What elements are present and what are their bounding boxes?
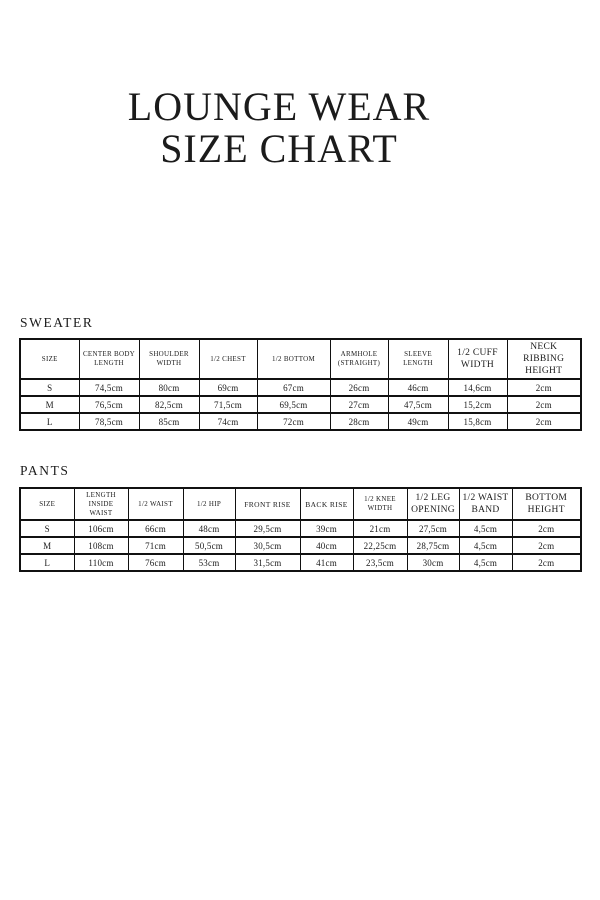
table-row: S 106cm 66cm 48cm 29,5cm 39cm 21cm 27,5cm 4,5cm 2… [19,519,582,538]
column-header: CENTER BODY LENGTH [78,338,140,380]
size-cell: L [19,553,75,572]
column-header: BOTTOM HEIGHT [511,487,582,521]
measurement-cell: 2cm [511,536,582,555]
table-row: L 110cm 76cm 53cm 31,5cm 41cm 23,5cm 30cm 4,5cm 2… [19,553,582,572]
measurement-cell: 2cm [506,412,582,431]
table-row: M 76,5cm 82,5cm 71,5cm 69,5cm 27cm 47,5cm 15,2c… [19,395,582,414]
header-row: SIZE CENTER BODY LENGTH SHOULDER WIDTH 1/2 … [19,338,582,380]
measurement-cell: 41cm [299,553,354,572]
column-header: SIZE [19,338,80,380]
size-cell: M [19,395,80,414]
measurement-cell: 46cm [387,378,449,397]
measurement-cell: 50,5cm [182,536,236,555]
measurement-cell: 76,5cm [78,395,140,414]
measurement-cell: 4,5cm [458,519,513,538]
column-header: ARMHOLE (STRAIGHT) [329,338,389,380]
measurement-cell: 74cm [198,412,258,431]
measurement-cell: 66cm [127,519,184,538]
column-header: SHOULDER WIDTH [138,338,200,380]
measurement-cell: 108cm [73,536,129,555]
table-row: L 78,5cm 85cm 74cm 72cm 28cm 49cm 15,8cm 2cm [19,412,582,431]
measurement-cell: 67cm [256,378,331,397]
column-header: 1/2 CUFF WIDTH [447,338,508,380]
measurement-cell: 74,5cm [78,378,140,397]
measurement-cell: 28,75cm [406,536,460,555]
measurement-cell: 15,8cm [447,412,508,431]
measurement-cell: 76cm [127,553,184,572]
column-header: SLEEVE LENGTH [387,338,449,380]
page-title-line2: SIZE CHART [160,126,398,171]
measurement-cell: 31,5cm [234,553,301,572]
size-cell: S [19,519,75,538]
measurement-cell: 2cm [506,395,582,414]
pants-size-table: SIZE LENGTH INSIDE WAIST 1/2 WAIST 1/2 HIP F… [19,487,582,572]
column-header: 1/2 WAIST [127,487,184,521]
measurement-cell: 4,5cm [458,553,513,572]
measurement-cell: 82,5cm [138,395,200,414]
measurement-cell: 2cm [506,378,582,397]
measurement-cell: 15,2cm [447,395,508,414]
column-header: SIZE [19,487,75,521]
pants-section-heading: PANTS [20,463,70,478]
measurement-cell: 78,5cm [78,412,140,431]
measurement-cell: 53cm [182,553,236,572]
measurement-cell: 30cm [406,553,460,572]
column-header: 1/2 BOTTOM [256,338,331,380]
size-cell: M [19,536,75,555]
measurement-cell: 71cm [127,536,184,555]
page-title-line1: LOUNGE WEAR [127,84,431,129]
column-header: LENGTH INSIDE WAIST [73,487,129,521]
measurement-cell: 23,5cm [352,553,408,572]
measurement-cell: 28cm [329,412,389,431]
measurement-cell: 39cm [299,519,354,538]
measurement-cell: 2cm [511,553,582,572]
header-row: SIZE LENGTH INSIDE WAIST 1/2 WAIST 1/2 HIP F… [19,487,582,521]
measurement-cell: 72cm [256,412,331,431]
measurement-cell: 85cm [138,412,200,431]
page-title: LOUNGE WEAR SIZE CHART [0,86,558,170]
measurement-cell: 4,5cm [458,536,513,555]
sweater-size-table: SIZE CENTER BODY LENGTH SHOULDER WIDTH 1/2 … [19,338,582,431]
measurement-cell: 69cm [198,378,258,397]
measurement-cell: 47,5cm [387,395,449,414]
measurement-cell: 69,5cm [256,395,331,414]
measurement-cell: 110cm [73,553,129,572]
measurement-cell: 27cm [329,395,389,414]
measurement-cell: 40cm [299,536,354,555]
measurement-cell: 71,5cm [198,395,258,414]
table-row: M 108cm 71cm 50,5cm 30,5cm 40cm 22,25cm 28,75cm… [19,536,582,555]
column-header: 1/2 KNEE WIDTH [352,487,408,521]
measurement-cell: 22,25cm [352,536,408,555]
size-cell: L [19,412,80,431]
column-header: 1/2 WAIST BAND [458,487,513,521]
sweater-section-heading: SWEATER [20,315,94,330]
column-header: FRONT RISE [234,487,301,521]
table-row: S 74,5cm 80cm 69cm 67cm 26cm 46cm 14,6cm 2cm [19,378,582,397]
measurement-cell: 2cm [511,519,582,538]
measurement-cell: 30,5cm [234,536,301,555]
measurement-cell: 21cm [352,519,408,538]
measurement-cell: 14,6cm [447,378,508,397]
measurement-cell: 27,5cm [406,519,460,538]
column-header: 1/2 HIP [182,487,236,521]
measurement-cell: 49cm [387,412,449,431]
measurement-cell: 80cm [138,378,200,397]
column-header: 1/2 LEG OPENING [406,487,460,521]
column-header: 1/2 CHEST [198,338,258,380]
column-header: BACK RISE [299,487,354,521]
size-cell: S [19,378,80,397]
measurement-cell: 26cm [329,378,389,397]
column-header: NECK RIBBING HEIGHT [506,338,582,380]
measurement-cell: 106cm [73,519,129,538]
measurement-cell: 48cm [182,519,236,538]
measurement-cell: 29,5cm [234,519,301,538]
